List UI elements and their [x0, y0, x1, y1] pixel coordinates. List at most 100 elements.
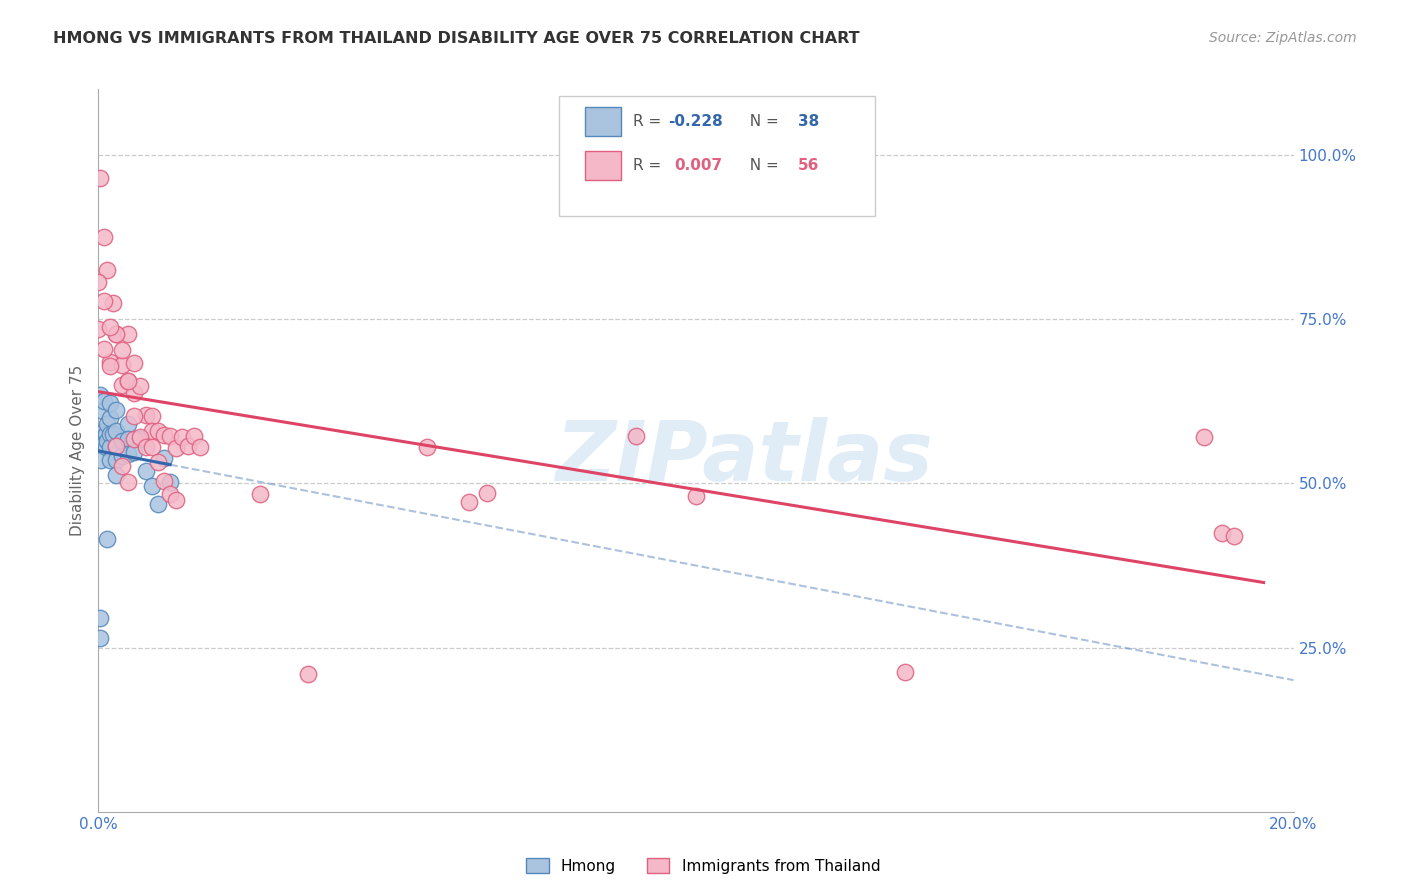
Point [165, 493, 187, 508]
Point [249, 487, 271, 501]
Point [105, 327, 128, 342]
Point [111, 358, 134, 372]
Point [98, 355, 122, 369]
Point [111, 459, 134, 474]
Point [475, 486, 498, 500]
Point [105, 424, 128, 438]
Y-axis label: Disability Age Over 75: Disability Age Over 75 [69, 365, 84, 536]
Point [297, 666, 319, 681]
Point [135, 440, 157, 454]
Point [93, 342, 115, 356]
Point [1211, 526, 1233, 541]
Text: -0.228: -0.228 [668, 114, 723, 129]
Point [129, 379, 152, 393]
Point [93, 230, 115, 244]
Text: N =: N = [740, 158, 783, 172]
Text: ZIPatlas: ZIPatlas [555, 417, 932, 499]
Point [91, 430, 114, 444]
Point [141, 440, 163, 454]
Point [105, 327, 128, 342]
Point [98, 453, 122, 467]
Point [135, 408, 157, 422]
Point [117, 447, 139, 461]
Point [117, 475, 139, 489]
Point [105, 402, 128, 417]
Point [141, 409, 163, 424]
Point [87, 275, 110, 289]
Text: R =: R = [633, 158, 671, 172]
Point [89, 631, 111, 645]
Point [129, 432, 152, 446]
Point [159, 475, 181, 489]
Point [177, 439, 200, 453]
Point [93, 424, 115, 438]
Point [96, 440, 118, 454]
Point [129, 430, 152, 444]
Point [111, 377, 134, 392]
Point [165, 442, 187, 456]
Point [93, 293, 115, 308]
Text: 38: 38 [797, 114, 818, 129]
Point [96, 263, 118, 277]
Point [124, 356, 146, 370]
Point [117, 417, 139, 432]
Point [153, 451, 176, 466]
Point [124, 445, 146, 459]
Point [124, 409, 146, 423]
Text: Source: ZipAtlas.com: Source: ZipAtlas.com [1209, 31, 1357, 45]
Point [141, 425, 163, 439]
Point [103, 427, 125, 442]
Point [117, 375, 139, 389]
Point [105, 453, 128, 467]
Point [103, 295, 125, 310]
Point [141, 479, 163, 493]
Point [148, 455, 170, 469]
Text: HMONG VS IMMIGRANTS FROM THAILAND DISABILITY AGE OVER 75 CORRELATION CHART: HMONG VS IMMIGRANTS FROM THAILAND DISABI… [53, 31, 860, 46]
Point [159, 429, 181, 443]
Point [93, 394, 115, 409]
Point [135, 465, 157, 479]
Point [96, 532, 118, 546]
Point [626, 429, 648, 443]
Point [87, 322, 110, 336]
Point [1223, 529, 1246, 543]
Text: N =: N = [740, 114, 783, 129]
Text: 0.007: 0.007 [675, 158, 723, 172]
Point [416, 440, 439, 454]
Point [117, 375, 139, 389]
Point [183, 429, 205, 443]
Point [111, 343, 134, 357]
Point [148, 425, 170, 439]
Point [153, 475, 176, 489]
Point [98, 320, 122, 334]
Point [124, 432, 146, 446]
Point [89, 611, 111, 625]
Point [98, 396, 122, 410]
Point [90, 427, 112, 442]
Point [98, 440, 122, 454]
Point [89, 387, 111, 401]
Point [96, 434, 118, 448]
FancyBboxPatch shape [558, 96, 876, 216]
Point [148, 497, 170, 511]
Point [94, 427, 117, 442]
Bar [585, 107, 620, 136]
Point [159, 487, 181, 501]
Point [153, 428, 176, 442]
Point [96, 417, 118, 432]
Point [98, 410, 122, 425]
Point [117, 326, 139, 341]
Point [93, 437, 115, 451]
Point [90, 453, 112, 467]
Point [685, 490, 707, 504]
Point [1192, 430, 1215, 444]
Point [105, 468, 128, 483]
Point [124, 386, 146, 401]
Point [89, 170, 111, 185]
Point [117, 432, 139, 446]
Point [105, 439, 128, 453]
Text: 56: 56 [797, 158, 818, 172]
Point [98, 359, 122, 374]
Bar [585, 151, 620, 179]
Point [111, 449, 134, 463]
